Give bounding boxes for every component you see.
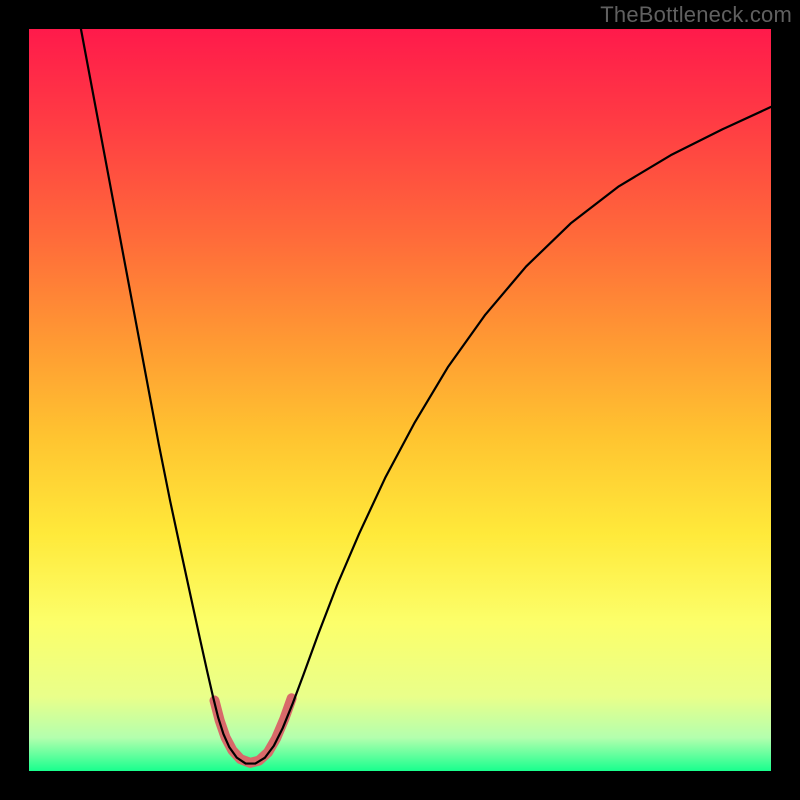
plot-area bbox=[29, 29, 771, 771]
watermark: TheBottleneck.com bbox=[600, 2, 792, 28]
chart-frame: TheBottleneck.com bbox=[0, 0, 800, 800]
